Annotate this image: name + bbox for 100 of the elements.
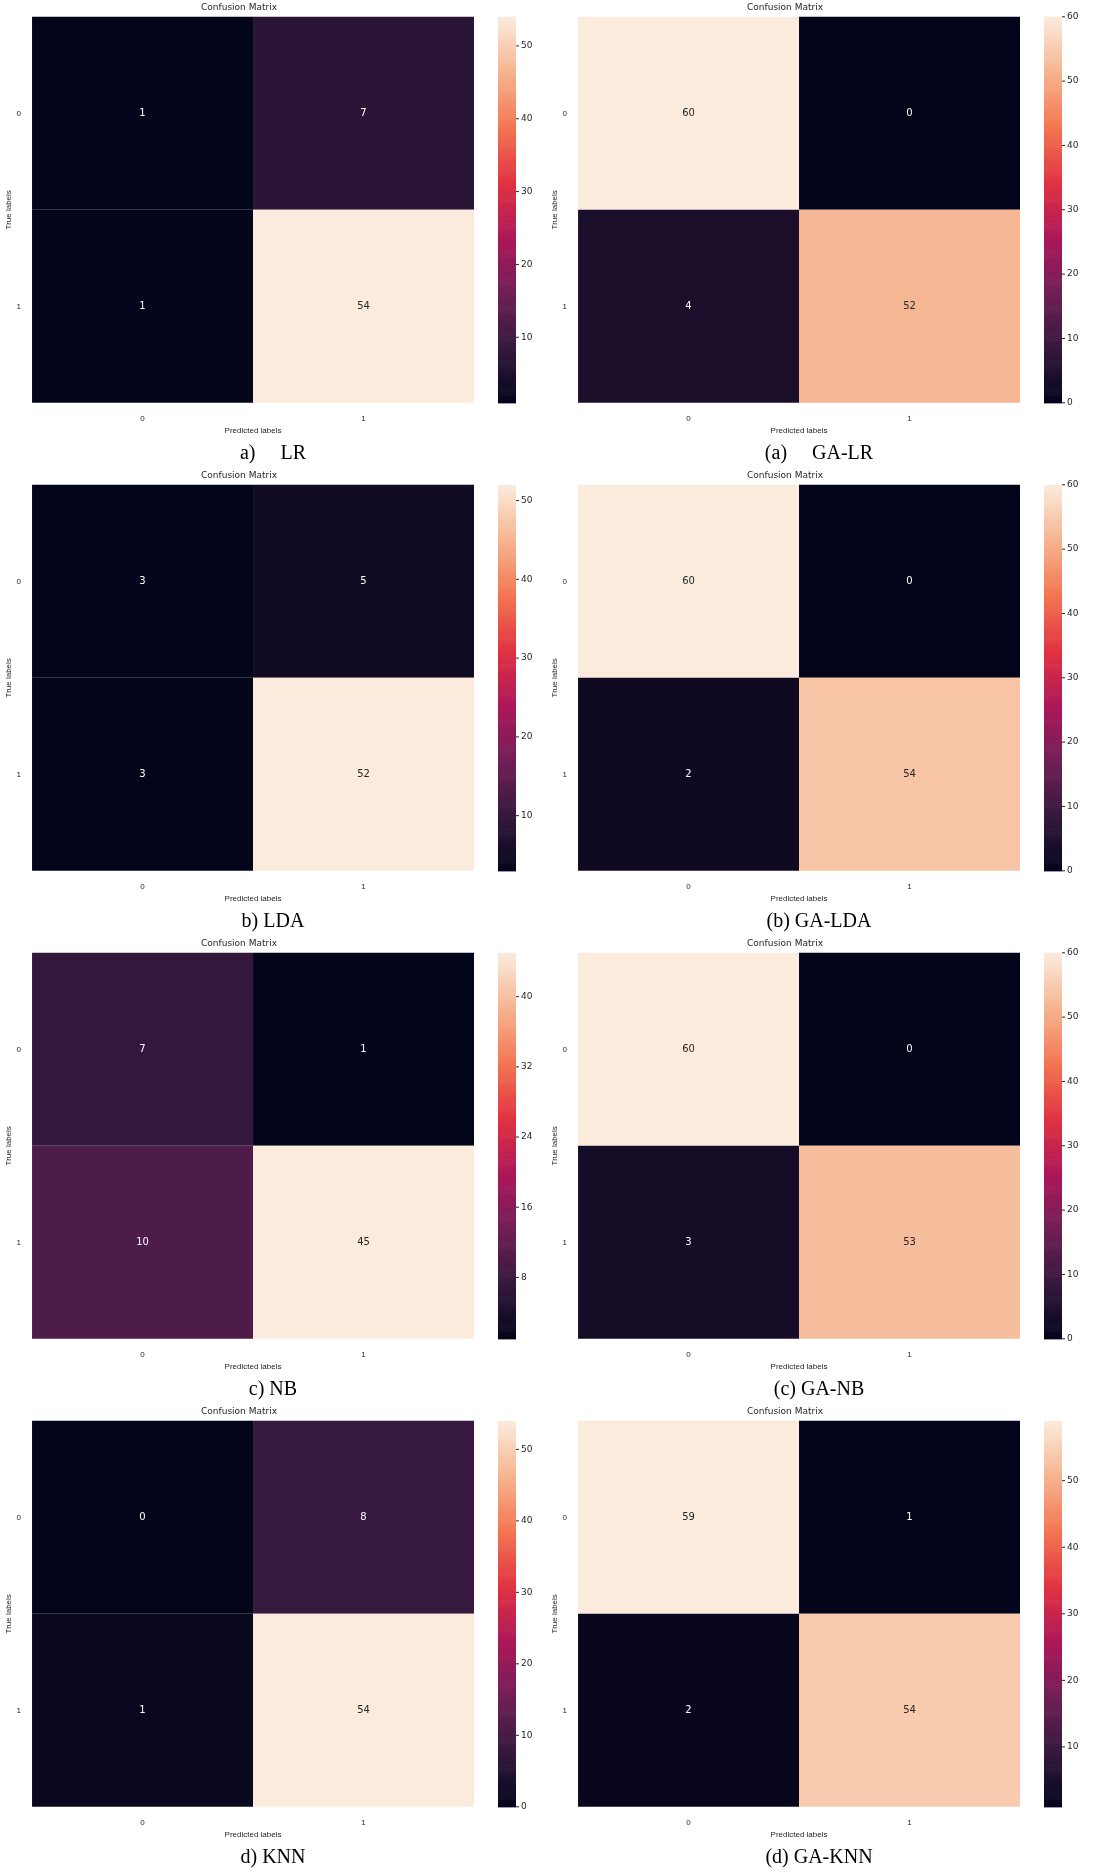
chart-title: Confusion Matrix — [201, 1, 278, 12]
y-tick-label: 0 — [16, 1512, 22, 1522]
x-tick-label: 0 — [140, 413, 146, 423]
text: a) LR — [238, 440, 308, 466]
color-bar-label: 16 — [521, 1201, 533, 1212]
x-axis-title: Predicted labels — [770, 894, 828, 904]
data-label: 7 — [139, 1042, 146, 1054]
x-tick-label: 0 — [686, 1817, 692, 1827]
data-label: 60 — [682, 574, 695, 586]
color-bar-label: 0 — [1067, 1333, 1073, 1344]
color-bar-label: 10 — [1067, 1268, 1079, 1279]
color-bar-label: 50 — [1067, 1011, 1079, 1022]
x-tick-label: 1 — [907, 881, 913, 891]
color-bar-label: 20 — [1067, 268, 1079, 279]
y-axis-title: True labels — [550, 658, 559, 698]
color-bar-label: 30 — [521, 652, 533, 663]
data-label: 54 — [903, 767, 916, 779]
data-label: 45 — [357, 1235, 370, 1247]
color-bar-label: 20 — [1067, 1674, 1079, 1685]
color-bar-label: 20 — [521, 258, 533, 269]
x-axis-title: Predicted labels — [770, 1830, 828, 1840]
x-tick-label: 0 — [686, 413, 692, 423]
color-bar-label: 30 — [1067, 1608, 1079, 1619]
data-label: 52 — [903, 299, 916, 311]
x-tick-label: 0 — [686, 1349, 692, 1359]
color-bar-label: 0 — [1067, 865, 1073, 876]
color-bar-label: 30 — [1067, 1140, 1079, 1151]
color-bar-label: 0 — [521, 1801, 527, 1812]
y-tick-label: 0 — [562, 576, 568, 586]
color-bar-label: 24 — [521, 1131, 533, 1142]
data-label: 1 — [139, 1703, 146, 1715]
y-tick-label: 1 — [562, 769, 568, 779]
color-bar-label: 20 — [521, 1658, 533, 1669]
y-tick-label: 0 — [16, 576, 22, 586]
color-bar-label: 50 — [521, 40, 533, 51]
data-label: 2 — [685, 1703, 692, 1715]
data-label: 0 — [906, 574, 913, 586]
x-tick-label: 1 — [361, 1817, 367, 1827]
text: d) KNN — [239, 1844, 307, 1870]
color-bar-label: 8 — [521, 1271, 527, 1282]
x-tick-label: 0 — [140, 1817, 146, 1827]
x-tick-label: 1 — [907, 1817, 913, 1827]
text: c) NB — [247, 1376, 299, 1402]
data-label: 4 — [685, 299, 692, 311]
color-bar-label: 40 — [1067, 1541, 1079, 1552]
color-bar-label: 50 — [1067, 75, 1079, 86]
x-tick-label: 0 — [140, 881, 146, 891]
x-tick-label: 0 — [140, 1349, 146, 1359]
data-label: 2 — [685, 767, 692, 779]
data-label: 1 — [139, 299, 146, 311]
y-tick-label: 0 — [16, 108, 22, 118]
data-label: 59 — [682, 1510, 695, 1522]
data-label: 53 — [903, 1235, 916, 1247]
y-tick-label: 1 — [16, 1237, 22, 1247]
color-bar-label: 10 — [521, 1729, 533, 1740]
data-label: 10 — [136, 1235, 149, 1247]
data-label: 3 — [139, 767, 146, 779]
color-bar-label: 60 — [1067, 479, 1079, 490]
color-bar-label: 30 — [521, 1586, 533, 1597]
data-label: 60 — [682, 106, 695, 118]
chart-title: Confusion Matrix — [201, 1405, 278, 1416]
y-axis-title: True labels — [550, 190, 559, 230]
data-label: 1 — [139, 106, 146, 118]
x-axis-title: Predicted labels — [224, 894, 282, 904]
color-bar-label: 20 — [521, 731, 533, 742]
y-tick-label: 0 — [562, 1512, 568, 1522]
text: b) LDA — [240, 908, 306, 934]
color-bar-label: 50 — [521, 1443, 533, 1454]
x-tick-label: 1 — [907, 1349, 913, 1359]
y-axis-title: True labels — [4, 1126, 13, 1166]
data-label: 5 — [360, 574, 367, 586]
data-label: 7 — [360, 106, 367, 118]
data-label: 1 — [360, 1042, 367, 1054]
y-tick-label: 1 — [16, 769, 22, 779]
color-bar-label: 10 — [1067, 332, 1079, 343]
y-axis-title: True labels — [4, 190, 13, 230]
data-label: 0 — [906, 1042, 913, 1054]
data-label: 54 — [357, 299, 370, 311]
chart-title: Confusion Matrix — [747, 1405, 824, 1416]
y-axis-title: True labels — [550, 1126, 559, 1166]
data-label: 3 — [685, 1235, 692, 1247]
x-axis-title: Predicted labels — [770, 426, 828, 436]
color-bar-label: 10 — [521, 331, 533, 342]
y-axis-title: True labels — [4, 1594, 13, 1634]
color-bar-label: 30 — [1067, 204, 1079, 215]
data-label: 54 — [357, 1703, 370, 1715]
y-tick-label: 1 — [16, 1705, 22, 1715]
chart-title: Confusion Matrix — [747, 937, 824, 948]
chart-title: Confusion Matrix — [201, 469, 278, 480]
x-axis-title: Predicted labels — [770, 1362, 828, 1372]
data-label: 52 — [357, 767, 370, 779]
data-label: 8 — [360, 1510, 367, 1522]
color-bar-label: 20 — [1067, 1204, 1079, 1215]
data-label: 60 — [682, 1042, 695, 1054]
y-axis-title: True labels — [4, 658, 13, 698]
color-bar-label: 60 — [1067, 947, 1079, 958]
chart-title: Confusion Matrix — [747, 469, 824, 480]
color-bar-label: 40 — [521, 1515, 533, 1526]
y-tick-label: 0 — [16, 1044, 22, 1054]
y-tick-label: 1 — [16, 301, 22, 311]
